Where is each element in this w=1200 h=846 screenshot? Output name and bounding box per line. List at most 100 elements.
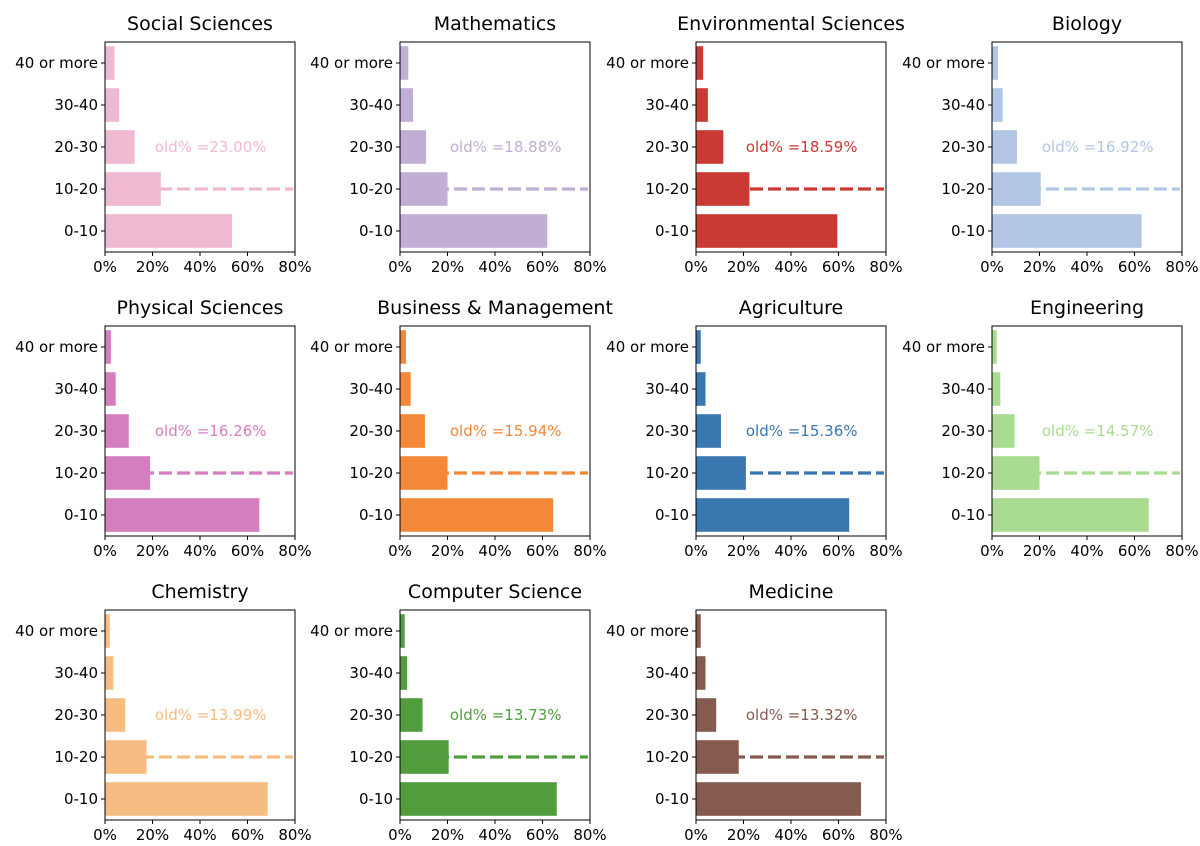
bar xyxy=(696,372,706,406)
bar xyxy=(696,698,717,732)
x-tick-label: 0% xyxy=(93,258,117,276)
y-tick-label: 40 or more xyxy=(310,338,393,356)
old-percent-label: old% =13.73% xyxy=(450,706,562,724)
bar xyxy=(992,130,1017,164)
bar xyxy=(105,214,233,248)
bar xyxy=(400,656,408,690)
x-tick-label: 60% xyxy=(822,542,855,560)
bar xyxy=(696,414,721,448)
chart-title: Engineering xyxy=(1030,297,1144,319)
y-tick-label: 10-20 xyxy=(941,180,985,198)
bar xyxy=(696,88,708,122)
y-tick-label: 0-10 xyxy=(655,222,689,240)
y-tick-label: 40 or more xyxy=(15,338,98,356)
bar xyxy=(105,614,110,648)
bar xyxy=(400,614,405,648)
y-tick-label: 0-10 xyxy=(655,790,689,808)
x-tick-label: 20% xyxy=(136,826,169,844)
old-percent-label: old% =16.92% xyxy=(1042,138,1154,156)
x-tick-label: 20% xyxy=(431,258,464,276)
chart-panel: Chemistry old% =13.99% 0-10 10-20 20-30 30-40… xyxy=(15,581,312,844)
y-tick-label: 0-10 xyxy=(951,222,985,240)
x-tick-label: 0% xyxy=(388,542,412,560)
y-tick-label: 20-30 xyxy=(349,138,393,156)
old-percent-label: old% =15.36% xyxy=(746,422,858,440)
x-tick-label: 60% xyxy=(526,258,559,276)
bar xyxy=(696,330,701,364)
y-tick-label: 0-10 xyxy=(359,506,393,524)
bar xyxy=(696,614,701,648)
x-tick-label: 80% xyxy=(278,258,311,276)
bar xyxy=(992,88,1003,122)
old-percent-label: old% =16.26% xyxy=(155,422,267,440)
y-tick-label: 30-40 xyxy=(54,380,98,398)
y-tick-label: 20-30 xyxy=(645,422,689,440)
bar xyxy=(400,88,414,122)
x-tick-label: 40% xyxy=(1070,258,1103,276)
y-tick-label: 20-30 xyxy=(645,138,689,156)
bar xyxy=(105,414,129,448)
y-tick-label: 0-10 xyxy=(64,790,98,808)
x-tick-label: 60% xyxy=(231,826,264,844)
y-tick-label: 30-40 xyxy=(645,664,689,682)
y-tick-label: 20-30 xyxy=(349,706,393,724)
y-tick-label: 20-30 xyxy=(941,422,985,440)
x-tick-label: 80% xyxy=(869,258,902,276)
x-tick-label: 60% xyxy=(822,258,855,276)
y-tick-label: 30-40 xyxy=(349,380,393,398)
bar xyxy=(105,130,135,164)
bar xyxy=(105,46,115,80)
y-tick-label: 40 or more xyxy=(606,54,689,72)
y-tick-label: 30-40 xyxy=(941,380,985,398)
bar xyxy=(696,46,704,80)
y-tick-label: 20-30 xyxy=(645,706,689,724)
x-tick-label: 20% xyxy=(136,258,169,276)
old-percent-label: old% =13.32% xyxy=(746,706,858,724)
bar xyxy=(105,698,126,732)
x-tick-label: 40% xyxy=(774,258,807,276)
y-tick-label: 30-40 xyxy=(54,96,98,114)
bar xyxy=(400,498,554,532)
y-tick-label: 20-30 xyxy=(54,422,98,440)
x-tick-label: 0% xyxy=(388,826,412,844)
x-tick-label: 20% xyxy=(136,542,169,560)
old-percent-label: old% =18.59% xyxy=(746,138,858,156)
y-tick-label: 0-10 xyxy=(64,222,98,240)
x-tick-label: 0% xyxy=(93,542,117,560)
y-tick-label: 40 or more xyxy=(902,54,985,72)
x-tick-label: 0% xyxy=(388,258,412,276)
chart-panel: Business & Management old% =15.94% 0-10 10-… xyxy=(310,297,613,560)
x-tick-label: 60% xyxy=(231,258,264,276)
old-percent-label: old% =13.99% xyxy=(155,706,267,724)
y-tick-label: 30-40 xyxy=(941,96,985,114)
y-tick-label: 40 or more xyxy=(310,622,393,640)
chart-panel: Environmental Sciences old% =18.59% 0-10 10… xyxy=(606,13,905,276)
bar xyxy=(400,372,411,406)
x-tick-label: 60% xyxy=(526,826,559,844)
chart-title: Medicine xyxy=(749,581,834,603)
bar xyxy=(992,498,1149,532)
x-tick-label: 80% xyxy=(1165,542,1198,560)
x-tick-label: 80% xyxy=(278,826,311,844)
y-tick-label: 0-10 xyxy=(359,222,393,240)
x-tick-label: 20% xyxy=(1023,542,1056,560)
y-tick-label: 20-30 xyxy=(941,138,985,156)
x-tick-label: 80% xyxy=(1165,258,1198,276)
x-tick-label: 80% xyxy=(573,826,606,844)
chart-title: Biology xyxy=(1052,13,1122,35)
x-tick-label: 40% xyxy=(1070,542,1103,560)
old-percent-label: old% =23.00% xyxy=(155,138,267,156)
y-tick-label: 30-40 xyxy=(54,664,98,682)
y-tick-label: 20-30 xyxy=(54,138,98,156)
chart-panel: Medicine old% =13.32% 0-10 10-20 20-30 30-40 4… xyxy=(606,581,903,844)
y-tick-label: 0-10 xyxy=(655,506,689,524)
chart-title: Mathematics xyxy=(434,13,556,35)
bar xyxy=(400,414,425,448)
chart-title: Social Sciences xyxy=(127,13,273,35)
y-tick-label: 10-20 xyxy=(645,748,689,766)
bar xyxy=(400,46,409,80)
bar xyxy=(696,498,850,532)
y-tick-label: 40 or more xyxy=(902,338,985,356)
y-tick-label: 20-30 xyxy=(54,706,98,724)
